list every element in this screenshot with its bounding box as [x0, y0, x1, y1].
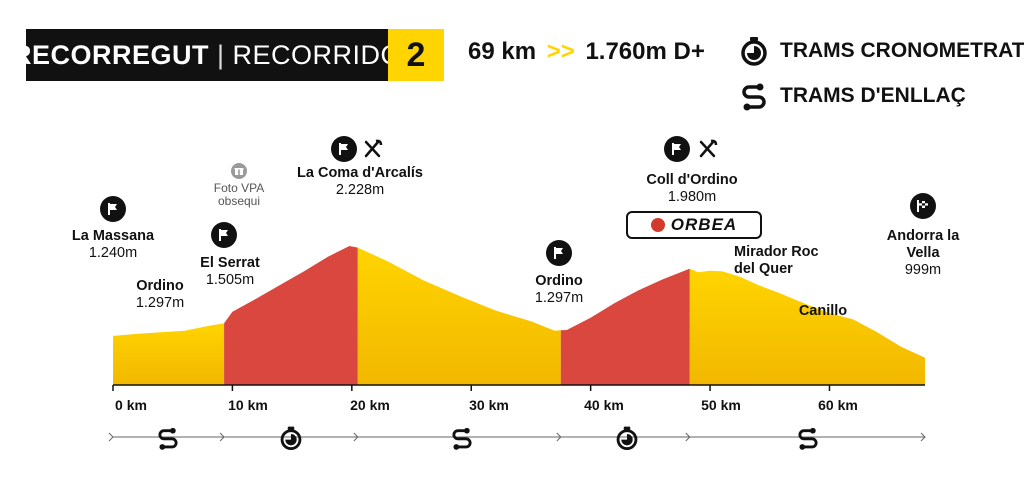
start-flag-icon — [100, 196, 126, 222]
label-mirador: Mirador Roc del Quer — [734, 244, 819, 278]
summary-arrow: >> — [546, 38, 575, 65]
place-name: Ordino — [535, 273, 583, 289]
photo-gift-note: Foto VPA obsequi — [214, 182, 264, 208]
route-link-icon — [742, 83, 766, 111]
photo-note-line2: obsequi — [217, 194, 261, 208]
place-name: La Massana — [71, 228, 155, 244]
legend-timed-label: TRAMS CRONOMETRATS — [780, 39, 1024, 62]
label-la-coma: La Coma d'Arcalís 2.228m — [297, 165, 423, 199]
km-tick-label: 0 km — [115, 397, 147, 413]
liaison-segment-area — [689, 268, 925, 385]
segment-boundary-marker — [219, 432, 225, 442]
label-el-serrat: El Serrat 1.505m — [200, 255, 260, 289]
stage-title: RECORREGUT — [11, 39, 209, 70]
place-name: Coll d'Ordino — [646, 172, 738, 188]
finish-flag-icon — [910, 193, 936, 219]
stage-title-banner: RECORREGUT | RECORRIDO — [12, 29, 402, 81]
checkpoint-flag-icon — [211, 222, 237, 248]
place-altitude: 1.980m — [667, 189, 717, 205]
food-station-icon — [362, 138, 384, 165]
place-altitude: 2.228m — [335, 182, 385, 198]
label-canillo: Canillo — [799, 303, 847, 320]
place-name: Canillo — [798, 303, 848, 319]
stage-distance: 69 km — [468, 38, 537, 65]
liaison-segment-area — [357, 247, 561, 385]
liaison-segment-area — [113, 323, 225, 385]
route-link-icon — [795, 425, 821, 456]
sponsor-name: ORBEA — [670, 215, 738, 234]
gift-icon — [231, 163, 247, 184]
label-coll-dordino: Coll d'Ordino 1.980m — [646, 172, 737, 206]
checkpoint-flag-icon — [546, 240, 572, 266]
stage-subtitle: RECORRIDO — [232, 39, 403, 70]
legend-liaison-label: TRAMS D'ENLLAÇ — [780, 84, 966, 107]
place-altitude: 1.505m — [205, 272, 255, 288]
place-altitude: 999m — [904, 262, 942, 278]
km-tick-label: 40 km — [584, 397, 624, 413]
segment-boundary-marker — [108, 432, 114, 442]
stage-number-badge: 2 — [388, 29, 444, 81]
food-station-icon — [697, 138, 719, 165]
label-ordino-2: Ordino 1.297m — [535, 273, 583, 307]
km-tick-label: 30 km — [469, 397, 509, 413]
place-name-line2: Vella — [906, 245, 940, 261]
route-link-icon — [449, 425, 475, 456]
km-tick-label: 20 km — [350, 397, 390, 413]
legend-liaison: TRAMS D'ENLLAÇ — [738, 80, 966, 112]
stage-elevation-gain: 1.760m D+ — [585, 38, 705, 65]
place-name-line2: del Quer — [734, 261, 793, 277]
checkpoint-flag-icon — [664, 136, 690, 162]
stage-summary: 69 km >> 1.760m D+ — [468, 38, 705, 66]
checkpoint-flag-icon — [331, 136, 357, 162]
place-name: El Serrat — [200, 255, 260, 271]
timed-segment-area — [224, 246, 358, 385]
segment-boundary-marker — [920, 432, 926, 442]
stopwatch-icon — [278, 425, 304, 456]
km-tick-label: 50 km — [701, 397, 741, 413]
timed-segment-area — [560, 268, 690, 385]
place-name: Ordino — [136, 278, 184, 294]
place-altitude: 1.297m — [534, 290, 584, 306]
segment-boundary-marker — [353, 432, 359, 442]
km-tick-label: 10 km — [228, 397, 268, 413]
stopwatch-icon — [614, 425, 640, 456]
label-andorra: Andorra la Vella 999m — [887, 228, 960, 279]
route-link-icon — [155, 425, 181, 456]
label-la-massana: La Massana 1.240m — [72, 228, 154, 262]
segment-boundary-marker — [556, 432, 562, 442]
medal-icon — [650, 218, 665, 232]
sponsor-badge: ORBEA — [626, 211, 762, 239]
label-ordino-1: Ordino 1.297m — [136, 278, 184, 312]
stopwatch-icon — [741, 37, 767, 66]
title-separator: | — [217, 39, 225, 70]
photo-note-line1: Foto VPA — [213, 181, 265, 195]
place-altitude: 1.297m — [135, 295, 185, 311]
legend-timed: TRAMS CRONOMETRATS — [738, 35, 1024, 67]
place-name-line1: Andorra la — [886, 228, 960, 244]
km-tick-label: 60 km — [818, 397, 858, 413]
place-name-line1: Mirador Roc — [734, 244, 819, 260]
place-altitude: 1.240m — [88, 245, 138, 261]
place-name: La Coma d'Arcalís — [297, 165, 423, 181]
segment-boundary-marker — [685, 432, 691, 442]
